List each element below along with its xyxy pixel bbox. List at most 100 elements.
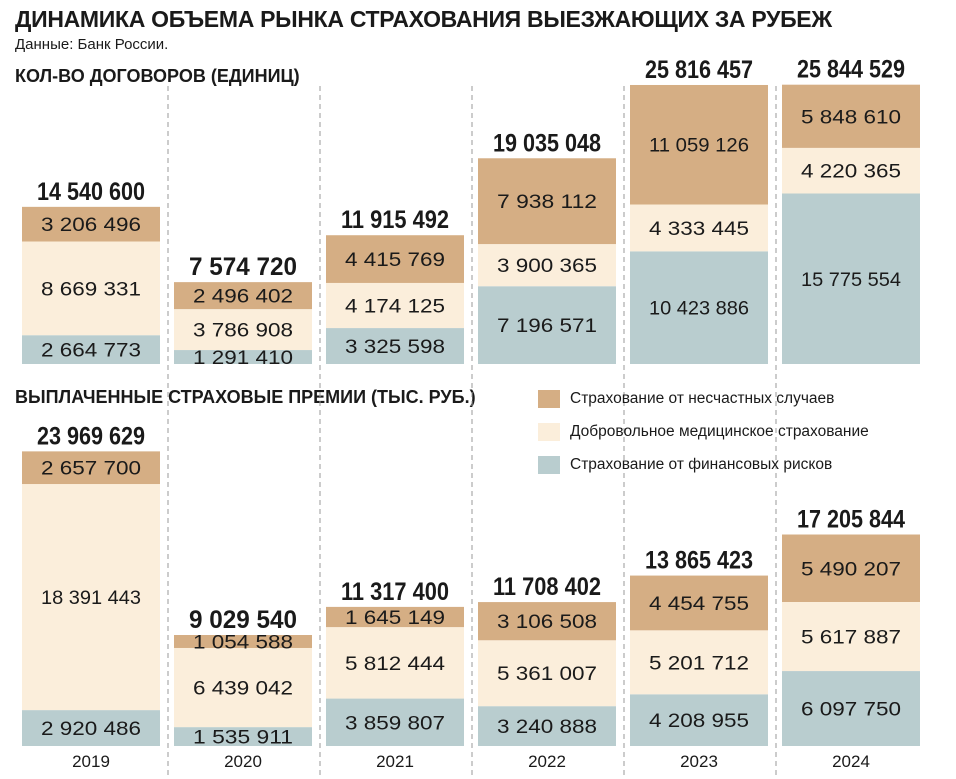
premiums-total-2020: 9 029 540 xyxy=(189,606,297,634)
legend-item-financial: Страхование от финансовых рисков xyxy=(538,448,869,481)
contracts-total-2021: 11 915 492 xyxy=(341,206,449,234)
legend-item-accident: Страхование от несчастных случаев xyxy=(538,382,869,415)
contracts-label-medical-2023: 4 333 445 xyxy=(649,219,749,240)
premiums-bar-accident-2022 xyxy=(478,602,616,641)
premiums-label-medical-2023: 5 201 712 xyxy=(649,653,749,674)
contracts-bar-medical-2021 xyxy=(326,282,464,329)
contracts-total-2024: 25 844 529 xyxy=(797,56,905,84)
contracts-total-2020: 7 574 720 xyxy=(189,253,297,281)
premiums-label-accident-2019: 2 657 700 xyxy=(41,459,141,480)
contracts-bar-accident-2024 xyxy=(782,84,920,148)
contracts-bar-accident-2023 xyxy=(630,84,768,205)
premiums-label-accident-2020: 1 054 588 xyxy=(193,632,293,653)
contracts-label-accident-2021: 4 415 769 xyxy=(345,250,445,271)
contracts-bar-financial-2021 xyxy=(326,328,464,364)
premiums-bar-accident-2019 xyxy=(22,451,160,485)
premiums-label-accident-2024: 5 490 207 xyxy=(801,559,901,580)
legend-item-medical: Добровольное медицинское страхование xyxy=(538,415,869,448)
premiums-bar-accident-2020 xyxy=(174,635,312,648)
premiums-bar-medical-2020 xyxy=(174,647,312,728)
premiums-bar-medical-2022 xyxy=(478,640,616,707)
contracts-label-medical-2021: 4 174 125 xyxy=(345,297,445,318)
premiums-total-2024: 17 205 844 xyxy=(797,506,905,534)
legend-swatch-medical xyxy=(538,422,560,441)
premiums-label-accident-2022: 3 106 508 xyxy=(497,612,597,633)
contracts-total-2019: 14 540 600 xyxy=(37,178,145,206)
premiums-section-title: ВЫПЛАЧЕННЫЕ СТРАХОВЫЕ ПРЕМИИ (ТЫС. РУБ.) xyxy=(15,387,476,407)
contracts-bar-accident-2022 xyxy=(478,158,616,245)
premiums-label-financial-2024: 6 097 750 xyxy=(801,700,901,721)
premiums-bar-accident-2021 xyxy=(326,606,464,628)
contracts-bar-financial-2019 xyxy=(22,335,160,364)
premiums-label-financial-2023: 4 208 955 xyxy=(649,711,749,732)
contracts-bar-accident-2021 xyxy=(326,235,464,283)
year-label-2020: 2020 xyxy=(224,752,262,771)
premiums-bar-accident-2024 xyxy=(782,534,920,602)
premiums-label-medical-2021: 5 812 444 xyxy=(345,654,446,675)
legend-label-accident: Страхование от несчастных случаев xyxy=(570,389,835,407)
year-label-2021: 2021 xyxy=(376,752,414,771)
premiums-bar-medical-2021 xyxy=(326,627,464,699)
contracts-label-financial-2019: 2 664 773 xyxy=(41,341,141,362)
contracts-label-medical-2020: 3 786 908 xyxy=(193,321,293,342)
legend-swatch-accident xyxy=(538,389,560,408)
premiums-total-2022: 11 708 402 xyxy=(493,573,601,601)
contracts-bar-accident-2020 xyxy=(174,282,312,310)
contracts-label-accident-2023: 11 059 126 xyxy=(649,136,749,157)
contracts-bar-accident-2019 xyxy=(22,206,160,242)
premiums-label-accident-2023: 4 454 755 xyxy=(649,594,749,615)
contracts-bar-financial-2023 xyxy=(630,251,768,364)
contracts-bar-medical-2020 xyxy=(174,309,312,351)
contracts-label-financial-2021: 3 325 598 xyxy=(345,337,445,358)
contracts-label-accident-2022: 7 938 112 xyxy=(497,192,597,213)
legend: Страхование от несчастных случаев Добров… xyxy=(538,382,869,481)
premiums-bar-financial-2019 xyxy=(22,710,160,746)
contracts-label-medical-2022: 3 900 365 xyxy=(497,256,597,277)
premiums-total-2019: 23 969 629 xyxy=(37,422,145,450)
premiums-bar-financial-2023 xyxy=(630,694,768,746)
data-source-note: Данные: Банк России. xyxy=(15,36,169,53)
premiums-label-medical-2022: 5 361 007 xyxy=(497,664,597,685)
contracts-bar-medical-2024 xyxy=(782,147,920,194)
premiums-bar-medical-2023 xyxy=(630,630,768,695)
premiums-total-2021: 11 317 400 xyxy=(341,578,449,606)
premiums-bar-financial-2020 xyxy=(174,727,312,746)
contracts-total-2023: 25 816 457 xyxy=(645,56,753,84)
premiums-label-accident-2021: 1 645 149 xyxy=(345,608,445,629)
premiums-label-medical-2020: 6 439 042 xyxy=(193,679,293,700)
contracts-label-medical-2019: 8 669 331 xyxy=(41,279,141,300)
contracts-section-title: КОЛ-ВО ДОГОВОРОВ (ЕДИНИЦ) xyxy=(15,66,300,86)
contracts-label-financial-2022: 7 196 571 xyxy=(497,316,597,337)
premiums-bar-financial-2024 xyxy=(782,671,920,746)
contracts-label-financial-2024: 15 775 554 xyxy=(801,270,901,291)
year-label-2022: 2022 xyxy=(528,752,566,771)
contracts-label-accident-2020: 2 496 402 xyxy=(193,287,293,308)
premiums-bar-accident-2023 xyxy=(630,575,768,631)
premiums-label-financial-2019: 2 920 486 xyxy=(41,719,141,740)
legend-swatch-financial xyxy=(538,455,560,474)
contracts-bar-financial-2022 xyxy=(478,286,616,364)
year-label-2023: 2023 xyxy=(680,752,718,771)
contracts-bar-medical-2023 xyxy=(630,204,768,252)
year-label-2019: 2019 xyxy=(72,752,110,771)
year-label-2024: 2024 xyxy=(832,752,870,771)
premiums-bar-medical-2024 xyxy=(782,601,920,672)
contracts-label-financial-2020: 1 291 410 xyxy=(193,348,293,369)
premiums-label-financial-2020: 1 535 911 xyxy=(193,728,293,749)
contracts-bar-financial-2020 xyxy=(174,350,312,364)
contracts-bar-medical-2022 xyxy=(478,244,616,287)
premiums-label-financial-2021: 3 859 807 xyxy=(345,713,445,734)
contracts-label-accident-2024: 5 848 610 xyxy=(801,107,901,128)
contracts-label-financial-2023: 10 423 886 xyxy=(649,299,749,320)
premiums-bar-medical-2019 xyxy=(22,484,160,711)
contracts-label-medical-2024: 4 220 365 xyxy=(801,162,901,183)
premiums-total-2023: 13 865 423 xyxy=(645,547,753,575)
contracts-bar-medical-2019 xyxy=(22,241,160,336)
contracts-bar-financial-2024 xyxy=(782,193,920,364)
premiums-label-financial-2022: 3 240 888 xyxy=(497,717,597,738)
contracts-total-2022: 19 035 048 xyxy=(493,129,601,157)
premiums-label-medical-2024: 5 617 887 xyxy=(801,628,901,649)
legend-label-medical: Добровольное медицинское страхование xyxy=(570,422,869,440)
premiums-bar-financial-2022 xyxy=(478,706,616,746)
